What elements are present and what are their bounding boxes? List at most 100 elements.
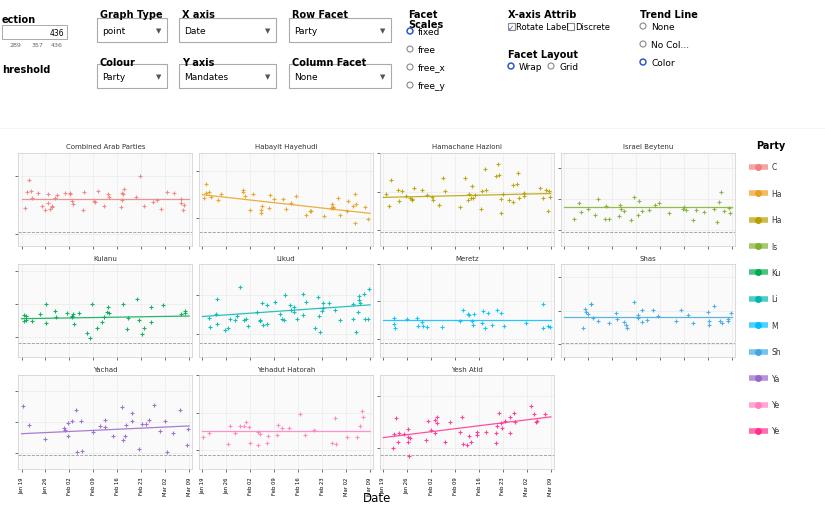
Point xyxy=(476,320,489,328)
Point xyxy=(399,193,412,201)
Point xyxy=(166,429,179,437)
Point xyxy=(681,312,695,320)
Point xyxy=(132,316,145,324)
Point xyxy=(106,432,120,440)
Text: ▼: ▼ xyxy=(156,28,162,34)
Text: Party: Party xyxy=(294,26,318,36)
Text: C: C xyxy=(771,163,777,172)
FancyBboxPatch shape xyxy=(289,65,391,89)
Point xyxy=(251,308,264,317)
Text: ✓: ✓ xyxy=(508,23,514,33)
Point xyxy=(402,438,415,446)
Point xyxy=(421,323,434,331)
Point xyxy=(73,309,86,317)
Point xyxy=(49,195,62,203)
Point xyxy=(615,206,628,214)
Point xyxy=(50,314,63,322)
Point xyxy=(411,315,424,323)
Point xyxy=(689,207,702,215)
Point xyxy=(116,436,130,444)
Point xyxy=(392,438,405,446)
Point xyxy=(157,301,170,309)
Point xyxy=(591,196,604,204)
Point xyxy=(261,301,274,309)
Text: Party: Party xyxy=(102,72,125,81)
Point xyxy=(236,188,249,196)
Point xyxy=(160,189,173,197)
Point xyxy=(103,194,116,202)
Point xyxy=(387,444,400,452)
Point xyxy=(490,439,503,447)
Text: Discrete: Discrete xyxy=(575,22,610,32)
Text: Date: Date xyxy=(362,491,391,504)
Point xyxy=(243,423,256,431)
Point xyxy=(210,310,223,318)
Point xyxy=(297,291,310,299)
Point xyxy=(311,293,324,301)
Text: No Col...: No Col... xyxy=(651,40,689,49)
Point xyxy=(223,315,236,323)
Point xyxy=(463,311,476,319)
Point xyxy=(203,429,216,437)
Point xyxy=(471,431,484,439)
Text: Meretz: Meretz xyxy=(455,255,478,261)
Point xyxy=(573,200,586,208)
Point xyxy=(537,194,550,203)
Point xyxy=(405,197,418,205)
Point xyxy=(425,426,438,434)
Point xyxy=(327,205,340,213)
FancyBboxPatch shape xyxy=(97,19,167,43)
Point xyxy=(130,193,143,202)
Point xyxy=(455,413,469,421)
Point xyxy=(481,309,494,317)
Text: Ha: Ha xyxy=(771,189,782,199)
Point xyxy=(21,188,34,196)
Point xyxy=(284,302,297,310)
Text: Mandates: Mandates xyxy=(184,72,229,81)
Point xyxy=(530,417,544,425)
Point xyxy=(211,197,224,205)
Point xyxy=(388,315,401,323)
Point xyxy=(65,313,78,321)
Text: Row Facet: Row Facet xyxy=(292,10,348,20)
Point xyxy=(476,188,489,196)
Point xyxy=(76,207,89,215)
Point xyxy=(66,310,79,318)
Point xyxy=(698,209,711,217)
Point xyxy=(35,203,49,211)
Point xyxy=(288,303,301,312)
Point xyxy=(647,306,660,315)
Point xyxy=(431,413,444,421)
Point xyxy=(34,310,47,319)
Point xyxy=(239,418,252,427)
Point xyxy=(173,406,186,414)
Point xyxy=(318,212,331,220)
Point xyxy=(324,204,337,212)
Point xyxy=(130,296,144,304)
Point xyxy=(137,324,150,332)
Point xyxy=(393,429,406,437)
Point xyxy=(722,205,735,213)
Point xyxy=(628,299,641,307)
Point xyxy=(271,421,285,430)
Text: ▼: ▼ xyxy=(156,74,162,80)
Point xyxy=(489,173,502,181)
Point xyxy=(299,212,313,220)
Point xyxy=(95,319,108,327)
Point xyxy=(205,194,218,202)
Point xyxy=(493,409,506,417)
Point xyxy=(351,433,364,441)
Point xyxy=(50,192,64,200)
Point xyxy=(494,196,507,204)
Point xyxy=(103,309,116,317)
Point xyxy=(304,207,317,215)
Text: 436: 436 xyxy=(51,43,63,48)
Point xyxy=(203,314,216,322)
Point xyxy=(91,324,104,332)
Point xyxy=(458,175,471,183)
Point xyxy=(361,316,375,324)
Point xyxy=(326,439,339,447)
Point xyxy=(497,190,510,199)
Point xyxy=(256,203,269,211)
Point xyxy=(238,192,252,201)
